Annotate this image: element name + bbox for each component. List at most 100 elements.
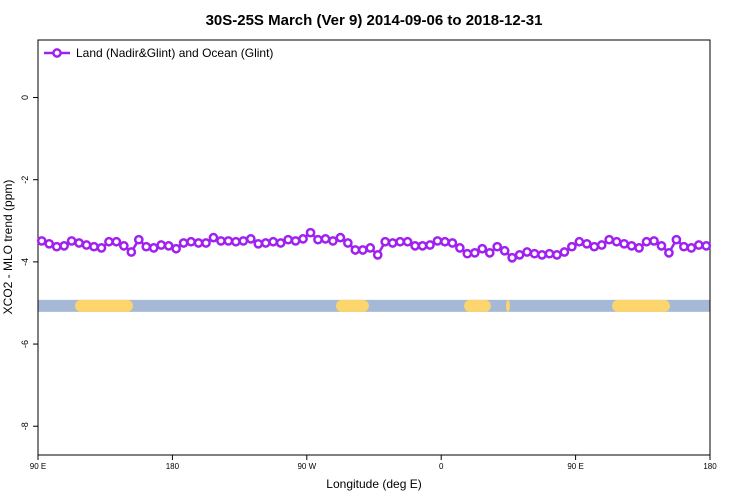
point bbox=[544, 248, 555, 259]
point bbox=[484, 247, 495, 258]
x-tick-label: 180 bbox=[703, 462, 717, 471]
point bbox=[44, 238, 55, 249]
y-tick-label: -6 bbox=[20, 340, 30, 348]
x-tick-label: 90 E bbox=[30, 462, 46, 471]
point bbox=[223, 236, 234, 246]
point bbox=[626, 241, 637, 251]
point bbox=[552, 250, 562, 260]
point bbox=[283, 234, 293, 245]
y-tick-label: -8 bbox=[20, 422, 30, 430]
point bbox=[447, 238, 458, 248]
band-segment bbox=[464, 299, 491, 312]
point bbox=[425, 240, 435, 250]
point bbox=[664, 247, 674, 258]
point bbox=[365, 243, 376, 253]
x-tick-label: 90 E bbox=[567, 462, 583, 471]
point bbox=[260, 238, 271, 248]
point bbox=[649, 236, 659, 246]
point bbox=[514, 250, 525, 260]
point bbox=[559, 247, 570, 257]
point bbox=[581, 238, 592, 249]
point bbox=[298, 234, 308, 244]
legend-label: Land (Nadir&Glint) and Ocean (Glint) bbox=[76, 46, 273, 60]
point bbox=[66, 236, 77, 246]
point bbox=[328, 236, 338, 246]
point bbox=[701, 241, 712, 251]
band-segment bbox=[612, 299, 670, 312]
point bbox=[245, 234, 256, 244]
point bbox=[186, 236, 196, 247]
point bbox=[395, 236, 405, 247]
chart-title: 30S-25S March (Ver 9) 2014-09-06 to 2018… bbox=[206, 12, 543, 29]
point bbox=[208, 232, 219, 243]
point bbox=[410, 241, 420, 251]
point bbox=[216, 236, 226, 246]
band-segment bbox=[335, 299, 369, 312]
point bbox=[313, 234, 323, 245]
point bbox=[305, 227, 316, 238]
y-tick-label: -4 bbox=[20, 258, 30, 266]
point bbox=[387, 238, 398, 248]
point bbox=[148, 243, 159, 253]
point bbox=[671, 234, 682, 245]
point bbox=[156, 240, 167, 250]
point bbox=[619, 238, 629, 249]
point bbox=[611, 236, 622, 247]
band-segment bbox=[75, 299, 133, 312]
point bbox=[104, 236, 114, 247]
point bbox=[641, 236, 652, 247]
point bbox=[133, 234, 144, 245]
point bbox=[656, 241, 667, 251]
point bbox=[275, 238, 286, 248]
point bbox=[335, 232, 346, 243]
point bbox=[372, 250, 383, 260]
point bbox=[440, 236, 450, 247]
point bbox=[589, 241, 600, 252]
point bbox=[253, 238, 264, 249]
point bbox=[462, 248, 473, 259]
point bbox=[507, 252, 517, 263]
point bbox=[432, 236, 443, 246]
point bbox=[679, 241, 689, 252]
point bbox=[231, 236, 241, 247]
point bbox=[111, 236, 122, 247]
point bbox=[380, 236, 391, 247]
legend-marker bbox=[52, 48, 62, 58]
point bbox=[320, 234, 331, 244]
point bbox=[163, 241, 174, 251]
y-tick-label: -2 bbox=[20, 176, 30, 184]
point bbox=[537, 250, 547, 260]
point bbox=[178, 238, 189, 248]
point bbox=[417, 241, 428, 251]
x-axis-label: Longitude (deg E) bbox=[326, 477, 421, 491]
point bbox=[96, 243, 107, 253]
point bbox=[499, 245, 510, 256]
point bbox=[492, 241, 503, 252]
point bbox=[604, 234, 615, 245]
point bbox=[350, 245, 361, 255]
point bbox=[402, 236, 413, 247]
point bbox=[357, 245, 368, 255]
point bbox=[171, 243, 181, 254]
point bbox=[574, 236, 585, 247]
y-tick-label: 0 bbox=[20, 95, 30, 100]
point bbox=[290, 236, 301, 246]
point bbox=[126, 247, 137, 257]
band bbox=[38, 299, 710, 312]
point bbox=[141, 241, 152, 252]
point bbox=[522, 247, 532, 257]
point bbox=[567, 241, 577, 252]
point bbox=[596, 240, 607, 250]
point bbox=[477, 243, 488, 254]
point bbox=[693, 240, 704, 250]
point bbox=[268, 236, 279, 247]
point bbox=[193, 238, 204, 248]
point bbox=[455, 243, 465, 253]
point bbox=[51, 241, 62, 252]
point bbox=[343, 238, 353, 248]
y-axis-label: XCO2 - MLO trend (ppm) bbox=[1, 180, 15, 315]
point bbox=[686, 243, 697, 253]
point bbox=[59, 241, 69, 251]
point bbox=[119, 241, 129, 251]
point bbox=[469, 247, 480, 258]
